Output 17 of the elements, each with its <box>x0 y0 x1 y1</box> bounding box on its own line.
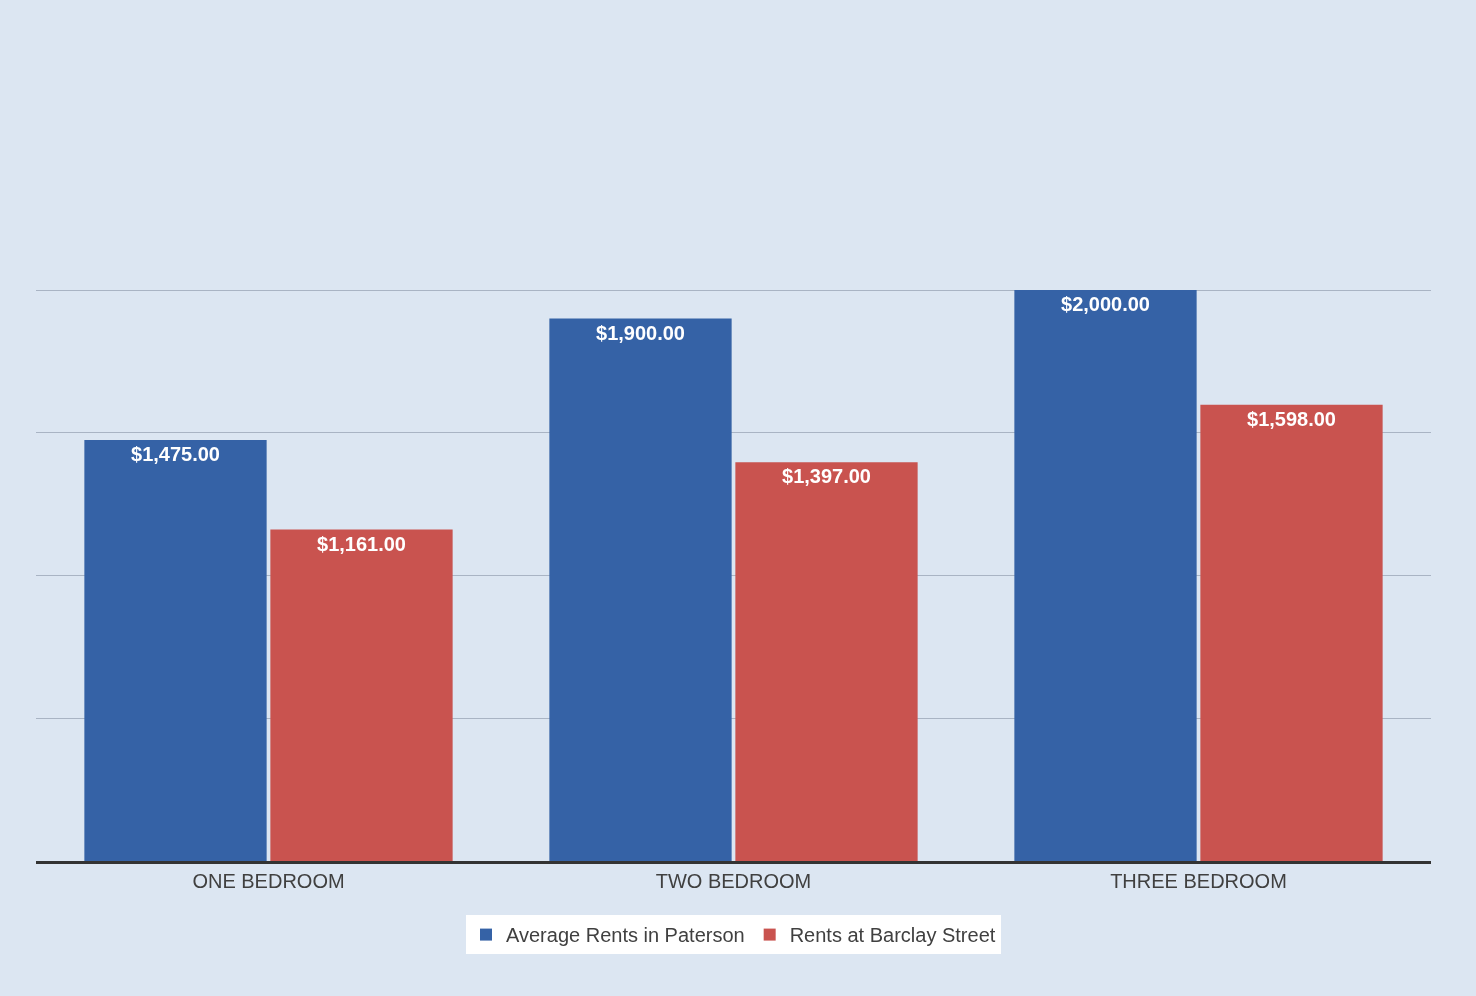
data-label: $2,000.00 <box>1061 293 1150 316</box>
data-label: $1,161.00 <box>317 532 406 555</box>
data-label: $1,475.00 <box>131 442 220 465</box>
bar <box>549 318 732 861</box>
data-label: $1,598.00 <box>1247 407 1336 430</box>
data-label: $1,397.00 <box>782 465 871 488</box>
bar <box>735 462 918 861</box>
data-label: $1,900.00 <box>596 321 685 344</box>
bar <box>270 529 453 861</box>
x-tick-label: ONE BEDROOM <box>192 870 345 892</box>
x-tick-label: TWO BEDROOM <box>655 870 812 892</box>
legend-label: Rents at Barclay Street <box>789 924 996 947</box>
legend-label: Average Rents in Paterson <box>506 924 745 947</box>
x-tick-label: THREE BEDROOM <box>1110 870 1287 892</box>
bar <box>1014 290 1197 861</box>
bar <box>84 439 267 861</box>
bar <box>1200 404 1383 861</box>
